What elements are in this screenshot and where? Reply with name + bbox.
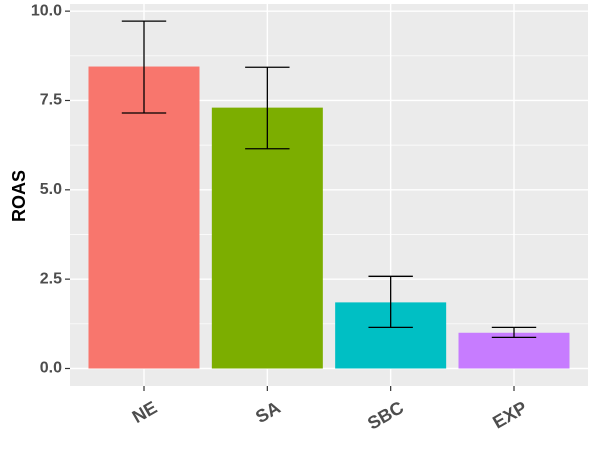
error-bar-sbc <box>368 275 413 329</box>
error-bars <box>121 20 537 339</box>
error-bar-ne <box>121 20 167 114</box>
bar-exp <box>458 332 570 369</box>
error-bar-sa <box>245 66 290 150</box>
y-tick-label: 0.0 <box>40 360 62 377</box>
y-axis-title: ROAS <box>9 170 29 222</box>
x-tick-label-sa: SA <box>252 397 284 427</box>
y-axis: 0.0 2.5 5.0 7.5 10.0 <box>31 2 70 377</box>
x-tick-label-exp: EXP <box>489 397 530 432</box>
y-tick-label: 10.0 <box>31 2 62 19</box>
y-tick-label: 5.0 <box>40 181 62 198</box>
x-axis: NE SA SBC EXP <box>129 386 530 434</box>
bars <box>88 66 570 369</box>
error-bar-exp <box>491 326 537 339</box>
x-tick-label-ne: NE <box>129 397 161 427</box>
bar-sa <box>211 107 323 369</box>
y-tick-label: 2.5 <box>40 270 62 287</box>
x-tick-label-sbc: SBC <box>364 397 407 433</box>
y-tick-label: 7.5 <box>40 92 62 109</box>
bar-ne <box>88 66 200 369</box>
